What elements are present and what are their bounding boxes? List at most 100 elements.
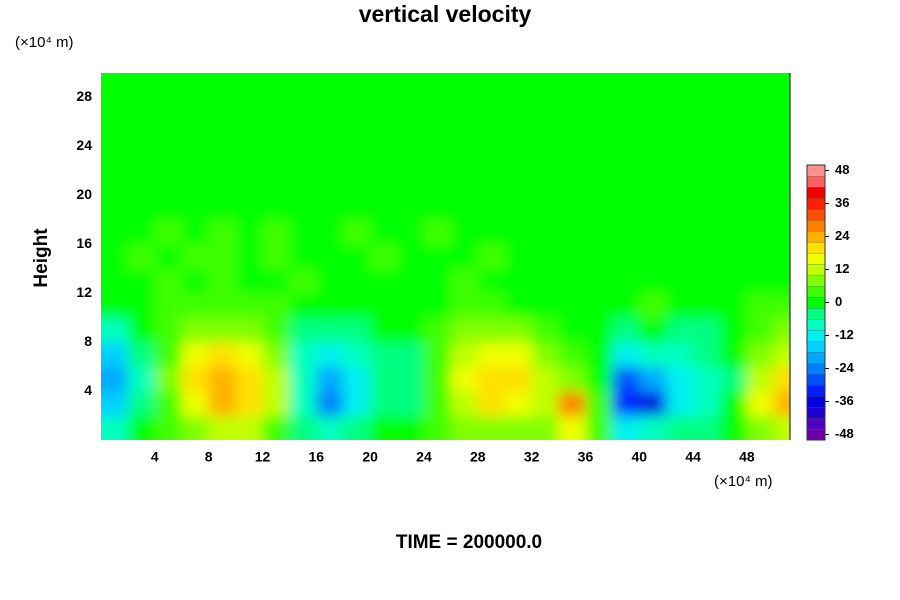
field-cell	[746, 170, 775, 196]
field-cell	[585, 366, 613, 392]
field-cell	[397, 415, 425, 440]
field-cell	[343, 195, 371, 221]
field-cell	[585, 391, 613, 417]
field-cell	[612, 121, 640, 147]
field-cell	[504, 121, 533, 147]
field-cell	[343, 317, 371, 343]
field-cell	[746, 268, 775, 294]
field-cell	[235, 244, 263, 270]
x-tick-label: 48	[739, 449, 755, 465]
field-cell	[208, 146, 237, 172]
field-cell	[370, 391, 398, 417]
field-cell	[477, 268, 506, 294]
colorbar-band	[806, 406, 826, 419]
field-cell	[693, 146, 721, 172]
field-cell	[423, 195, 452, 221]
field-cell	[316, 146, 344, 172]
field-cell	[127, 391, 156, 417]
field-cell	[531, 170, 560, 196]
field-cell	[181, 391, 210, 417]
field-cell	[154, 268, 183, 294]
field-cell	[101, 97, 129, 123]
field-cell	[504, 391, 533, 417]
field-cell	[531, 219, 560, 245]
field-cell	[450, 366, 479, 392]
colorbar-tick-label: 0	[835, 294, 842, 309]
field-cell	[423, 317, 452, 343]
field-cell	[666, 73, 694, 98]
field-cell	[773, 268, 790, 294]
colorbar-tick-label: -12	[835, 327, 854, 342]
field-cell	[773, 415, 790, 440]
field-cell	[450, 73, 479, 98]
field-cell	[612, 195, 640, 221]
field-cell	[289, 268, 317, 294]
field-cell	[773, 121, 790, 147]
field-cell	[531, 73, 560, 98]
colorbar-band	[806, 164, 826, 177]
field-cell	[558, 366, 586, 392]
field-cell	[585, 170, 613, 196]
field-cell	[423, 97, 452, 123]
field-cell	[343, 268, 371, 294]
field-cell	[208, 121, 237, 147]
colorbar-band	[806, 318, 826, 331]
chart-title: vertical velocity	[359, 1, 532, 27]
field-cell	[127, 195, 156, 221]
x-tick-label: 4	[151, 449, 159, 465]
field-cell	[235, 415, 263, 440]
field-cell	[531, 268, 560, 294]
field-cell	[693, 317, 721, 343]
field-cell	[262, 342, 290, 368]
field-cell	[208, 342, 237, 368]
field-cell	[477, 415, 506, 440]
field-cell	[773, 244, 790, 270]
colorbar-band	[806, 417, 826, 430]
field-cell	[397, 366, 425, 392]
field-cell	[720, 195, 748, 221]
field-cell	[289, 366, 317, 392]
colorbar-band	[806, 362, 826, 375]
field-cell	[262, 97, 290, 123]
field-cell	[101, 170, 129, 196]
field-cell	[154, 146, 183, 172]
field-cell	[477, 293, 506, 319]
field-cell	[316, 97, 344, 123]
field-cell	[450, 342, 479, 368]
field-cell	[423, 342, 452, 368]
colorbar-band	[806, 340, 826, 353]
field-cell	[558, 121, 586, 147]
field-cell	[558, 391, 586, 417]
colorbar-band	[806, 208, 826, 221]
field-cell	[477, 317, 506, 343]
field-cell	[289, 244, 317, 270]
field-cell	[289, 97, 317, 123]
field-cell	[612, 97, 640, 123]
field-cell	[639, 244, 667, 270]
colorbar-band	[806, 329, 826, 342]
field-cell	[370, 366, 398, 392]
field-cell	[343, 121, 371, 147]
field-cell	[370, 244, 398, 270]
field-cell	[316, 268, 344, 294]
field-cell	[235, 391, 263, 417]
colorbar-band	[806, 252, 826, 265]
field-cell	[504, 293, 533, 319]
field-cell	[531, 317, 560, 343]
field-cell	[423, 268, 452, 294]
field-cell	[289, 317, 317, 343]
field-cell	[397, 170, 425, 196]
colorbar-band	[806, 263, 826, 276]
field-cell	[773, 195, 790, 221]
field-cell	[746, 293, 775, 319]
field-cell	[746, 146, 775, 172]
field-cell	[101, 415, 129, 440]
field-cell	[720, 121, 748, 147]
field-cell	[181, 73, 210, 98]
field-cell	[639, 317, 667, 343]
field-cell	[773, 366, 790, 392]
field-cell	[477, 97, 506, 123]
field-cell	[720, 97, 748, 123]
field-cell	[397, 342, 425, 368]
field-cell	[666, 195, 694, 221]
